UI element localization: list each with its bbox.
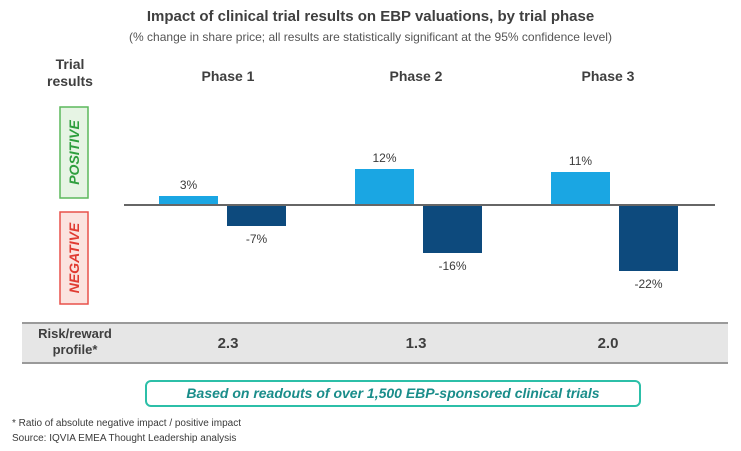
- bar-negative-phase-1: [227, 205, 286, 226]
- chart-title: Impact of clinical trial results on EBP …: [146, 8, 595, 25]
- data-label-positive-phase-3: 11%: [569, 154, 592, 168]
- risk-reward-phase-2: 1.3: [405, 335, 427, 352]
- positive-side-label: POSITIVE: [66, 120, 82, 185]
- risk-reward-phase-3: 2.0: [597, 335, 619, 352]
- data-label-positive-phase-1: 3%: [180, 178, 198, 192]
- risk-reward-label-line-1: Risk/reward: [38, 326, 112, 341]
- risk-reward-band: [22, 322, 728, 364]
- footnote: * Ratio of absolute negative impact / po…: [12, 418, 242, 429]
- bars-group: 3% 12% 11% -7% -16% -22%: [159, 151, 678, 291]
- risk-reward-phase-1: 2.3: [217, 335, 239, 352]
- phase-1-label: Phase 1: [201, 68, 255, 84]
- data-label-negative-phase-1: -7%: [246, 232, 268, 246]
- row-header-line-2: results: [47, 73, 93, 89]
- bar-positive-phase-2: [355, 169, 414, 205]
- row-header-line-1: Trial: [55, 56, 85, 72]
- bar-chart: POSITIVE NEGATIVE 3% 12% 11% -7% -16% -22%: [59, 106, 715, 305]
- negative-side-label: NEGATIVE: [66, 222, 82, 293]
- bar-positive-phase-1: [159, 196, 218, 205]
- side-labels: POSITIVE NEGATIVE: [59, 106, 89, 305]
- phase-2-label: Phase 2: [389, 68, 443, 84]
- row-header: Trial results: [30, 56, 110, 90]
- data-label-negative-phase-2: -16%: [438, 259, 466, 273]
- phase-3-label: Phase 3: [581, 68, 635, 84]
- negative-box: [59, 211, 89, 305]
- positive-box: [59, 106, 89, 199]
- bar-negative-phase-2: [423, 205, 482, 253]
- bar-negative-phase-3: [619, 205, 678, 271]
- bar-positive-phase-3: [551, 172, 610, 205]
- risk-reward-label: Risk/reward profile*: [30, 326, 120, 358]
- chart-subtitle: (% change in share price; all results ar…: [129, 30, 612, 44]
- source-note: Source: IQVIA EMEA Thought Leadership an…: [12, 433, 237, 444]
- data-label-positive-phase-2: 12%: [372, 151, 396, 165]
- data-label-negative-phase-3: -22%: [634, 277, 662, 291]
- readouts-note: Based on readouts of over 1,500 EBP-spon…: [145, 380, 641, 407]
- risk-reward-label-line-2: profile*: [52, 342, 98, 357]
